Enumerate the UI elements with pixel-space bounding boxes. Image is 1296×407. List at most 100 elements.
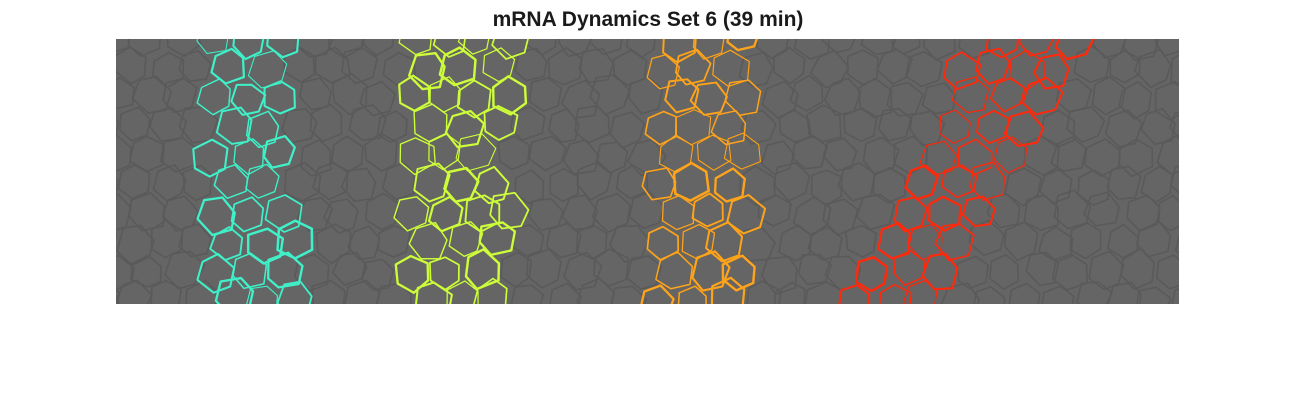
stripe-2-cell	[448, 220, 484, 258]
background-cell	[1041, 285, 1075, 304]
stripe-4-cell	[985, 39, 1019, 59]
background-cell	[514, 47, 548, 82]
background-cell	[127, 191, 166, 232]
stripe-3-cell	[646, 54, 681, 90]
tissue-image-panel	[116, 39, 1179, 304]
background-cell	[988, 253, 1020, 291]
stripe-2-cell	[456, 79, 492, 119]
background-cell	[528, 135, 567, 172]
background-cell	[905, 50, 943, 88]
background-cell	[347, 225, 381, 261]
background-cell	[375, 282, 413, 304]
background-cell	[626, 255, 663, 291]
background-cell	[348, 104, 387, 142]
background-cell	[789, 74, 824, 112]
background-cell	[1066, 106, 1106, 144]
background-cell	[163, 250, 206, 290]
background-cell	[510, 284, 545, 304]
background-cell	[593, 248, 630, 287]
background-cell	[760, 140, 795, 176]
background-cell	[837, 162, 877, 202]
background-cell	[1106, 165, 1142, 200]
stripe-3-cell-outlines	[640, 39, 767, 304]
background-cell	[876, 48, 913, 85]
stripe-3-cell	[721, 254, 756, 292]
stripe-4-cell	[969, 161, 1006, 201]
background-cell	[1120, 247, 1155, 291]
background-cell	[772, 46, 806, 85]
background-cell	[130, 254, 162, 288]
background-cell	[116, 118, 120, 140]
stripe-3-cell	[710, 110, 747, 146]
background-cell	[756, 39, 789, 60]
stripe-4-cell	[989, 77, 1026, 113]
stripe-1-cell	[215, 106, 253, 145]
background-cell	[284, 161, 322, 202]
tissue-canvas	[116, 39, 1179, 304]
background-cell	[557, 39, 593, 58]
background-cell	[341, 46, 379, 85]
background-cell	[793, 39, 830, 60]
stripe-1-cell	[192, 138, 229, 178]
background-cell	[1140, 107, 1176, 146]
stripe-2-cell	[457, 39, 490, 55]
background-cell	[528, 76, 563, 112]
background-cell	[514, 169, 545, 205]
background-cell	[299, 77, 333, 111]
stripe-4-cell	[975, 47, 1011, 85]
background-cell	[809, 49, 850, 89]
background-cell	[314, 46, 351, 84]
stripe-1-cell	[196, 196, 236, 237]
background-cell	[293, 253, 330, 292]
background-cell	[958, 39, 991, 60]
stripe-4-cell	[951, 76, 989, 114]
stripe-2-cell	[473, 165, 510, 205]
stripe-4-cell	[975, 109, 1010, 145]
stripe-4-cell-outlines	[838, 39, 1095, 304]
background-cell	[1003, 221, 1039, 262]
background-cell	[376, 110, 408, 144]
background-cell	[360, 258, 395, 291]
background-cell	[844, 224, 878, 259]
stripe-2-cell	[438, 46, 477, 87]
background-cell	[300, 138, 332, 178]
background-cell	[1171, 287, 1179, 304]
background-cell	[822, 137, 858, 172]
background-cell	[1069, 222, 1102, 260]
stripe-4-cell	[1018, 39, 1055, 57]
stripe-1-cell	[196, 78, 231, 116]
background-cell	[576, 160, 612, 202]
background-cell	[322, 198, 359, 234]
background-cell	[1140, 165, 1174, 204]
background-cell	[774, 281, 806, 304]
stripe-4-cell	[877, 221, 912, 260]
background-cell	[921, 82, 956, 115]
stripe-1-cell	[245, 110, 280, 149]
stripe-4-cell	[893, 196, 929, 233]
background-cell	[381, 161, 416, 201]
stripe-3-cell	[664, 78, 700, 114]
figure-title: mRNA Dynamics Set 6 (39 min)	[492, 8, 804, 31]
background-cell	[736, 226, 776, 262]
background-cell	[364, 132, 398, 173]
stripe-4-cell	[879, 283, 913, 304]
stripe-1-cell	[246, 285, 279, 304]
background-cell	[340, 167, 377, 202]
background-cell	[152, 163, 187, 202]
stripe-1-cell	[232, 252, 268, 290]
background-cell	[296, 197, 334, 232]
stripe-4-cell	[961, 195, 996, 228]
stripe-1-cell	[266, 39, 300, 59]
stripe-4-cell	[941, 164, 978, 199]
background-cell	[628, 191, 666, 230]
stripe-3-cell	[677, 285, 707, 304]
background-cell	[1170, 53, 1179, 87]
background-cell	[549, 282, 582, 304]
stripe-1-cell	[245, 163, 280, 199]
stripe-4-cell	[1021, 76, 1064, 116]
background-cell	[512, 224, 545, 257]
background-cell	[331, 251, 368, 286]
background-cell	[846, 49, 879, 86]
stripe-2-cell	[408, 221, 448, 260]
stripe-1-cell-outlines	[192, 39, 314, 304]
